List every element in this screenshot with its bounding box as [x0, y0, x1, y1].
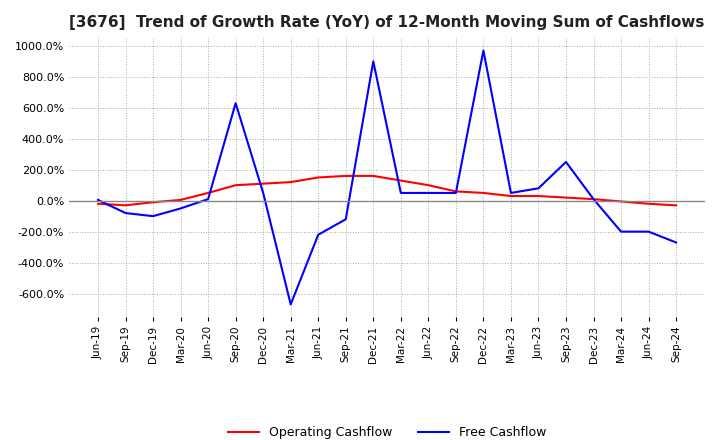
Free Cashflow [562, 159, 570, 165]
Operating Cashflow [507, 194, 516, 199]
Operating Cashflow [287, 180, 295, 185]
Free Cashflow [121, 210, 130, 216]
Operating Cashflow [121, 203, 130, 208]
Operating Cashflow [176, 197, 185, 202]
Legend: Operating Cashflow, Free Cashflow: Operating Cashflow, Free Cashflow [223, 422, 552, 440]
Operating Cashflow [369, 173, 377, 179]
Operating Cashflow [534, 194, 543, 199]
Operating Cashflow [479, 190, 487, 195]
Free Cashflow [644, 229, 653, 234]
Operating Cashflow [259, 181, 268, 186]
Operating Cashflow [589, 197, 598, 202]
Free Cashflow [149, 213, 158, 219]
Operating Cashflow [617, 199, 626, 204]
Operating Cashflow [231, 183, 240, 188]
Free Cashflow [314, 232, 323, 238]
Free Cashflow [231, 100, 240, 106]
Free Cashflow [617, 229, 626, 234]
Operating Cashflow [451, 189, 460, 194]
Free Cashflow [672, 240, 680, 245]
Title: [3676]  Trend of Growth Rate (YoY) of 12-Month Moving Sum of Cashflows: [3676] Trend of Growth Rate (YoY) of 12-… [69, 15, 705, 30]
Operating Cashflow [204, 190, 212, 195]
Line: Operating Cashflow: Operating Cashflow [98, 176, 676, 205]
Free Cashflow [424, 190, 433, 195]
Free Cashflow [507, 190, 516, 195]
Operating Cashflow [94, 201, 102, 206]
Operating Cashflow [149, 200, 158, 205]
Operating Cashflow [314, 175, 323, 180]
Free Cashflow [397, 190, 405, 195]
Operating Cashflow [341, 173, 350, 179]
Operating Cashflow [672, 203, 680, 208]
Free Cashflow [341, 216, 350, 222]
Free Cashflow [259, 190, 268, 195]
Operating Cashflow [562, 195, 570, 200]
Free Cashflow [176, 206, 185, 211]
Line: Free Cashflow: Free Cashflow [98, 51, 676, 304]
Free Cashflow [589, 197, 598, 202]
Operating Cashflow [424, 183, 433, 188]
Free Cashflow [94, 197, 102, 202]
Free Cashflow [369, 59, 377, 64]
Free Cashflow [479, 48, 487, 53]
Free Cashflow [534, 186, 543, 191]
Free Cashflow [287, 302, 295, 307]
Operating Cashflow [644, 201, 653, 206]
Operating Cashflow [397, 178, 405, 183]
Free Cashflow [204, 197, 212, 202]
Free Cashflow [451, 190, 460, 195]
